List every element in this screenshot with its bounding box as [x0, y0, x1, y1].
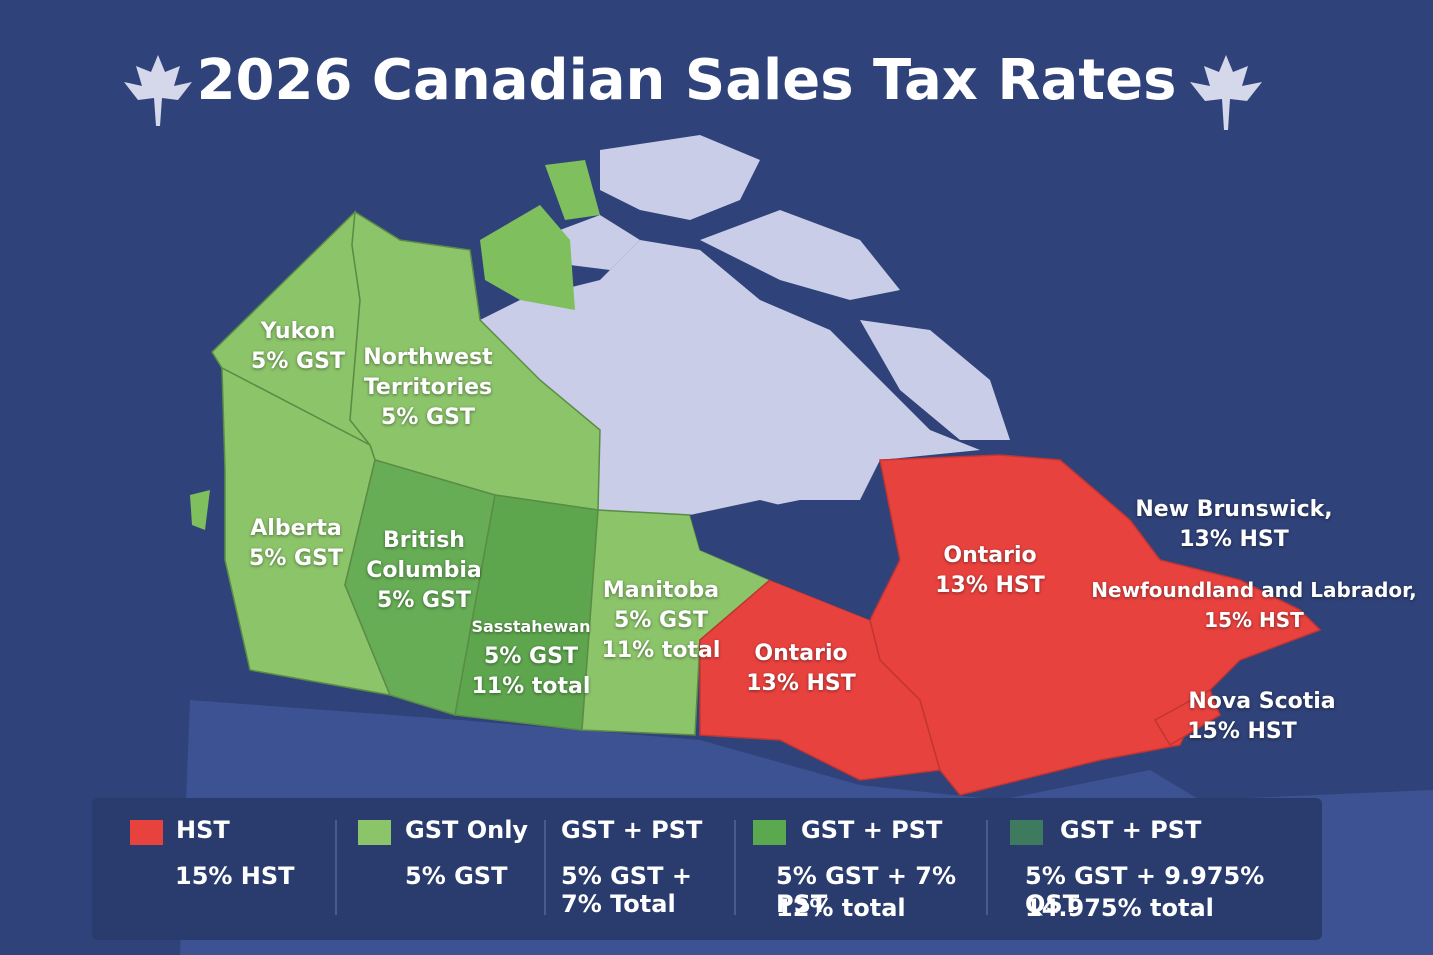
region-name: Yukon	[260, 319, 336, 344]
region-name: Sasstahewan	[471, 617, 591, 636]
region-label: Nova Scotia 15% HST	[1187, 687, 1337, 747]
region-tax: 5% GST	[377, 588, 471, 613]
legend-swatch	[753, 820, 786, 845]
legend-dividers	[335, 820, 988, 915]
legend-swatch	[358, 820, 391, 845]
region-tax: 5% GST	[381, 405, 475, 430]
region-name: New Brunswick,	[1135, 497, 1333, 522]
legend-rate: 5% GST + 7% Total	[561, 862, 692, 918]
legend-swatch	[1010, 820, 1043, 845]
region-tax: 5% GST	[484, 644, 578, 669]
legend-title: GST + PST	[801, 816, 943, 844]
region-name: Northwest Territories	[363, 345, 493, 400]
maple-leaves	[124, 55, 1262, 130]
region-tax: 15% HST	[1204, 608, 1304, 632]
region-label: Yukon 5% GST	[251, 317, 345, 377]
region-label: Manitoba 5% GST 11% total	[602, 576, 721, 666]
region-name: Manitoba	[602, 578, 720, 603]
region-total: 11% total	[471, 674, 591, 699]
legend-total: 14.975% total	[1025, 894, 1214, 922]
region-label: Ontario 13% HST	[935, 541, 1045, 601]
region-tax: 5% GST	[249, 546, 343, 571]
region-tax: 5% GST	[614, 608, 708, 633]
region-name: Nova Scotia	[1188, 689, 1336, 714]
region-label: New Brunswick, 13% HST	[1135, 495, 1332, 555]
region-tax: 13% HST	[935, 573, 1045, 598]
region-name: Newfoundland and Labrador,	[1091, 578, 1417, 602]
region-tax: 15% HST	[1187, 719, 1297, 744]
region-tax: 13% HST	[1179, 527, 1289, 552]
legend-title: HST	[176, 816, 230, 844]
legend-rate: 5% GST	[405, 862, 508, 890]
hudson-bay	[690, 500, 880, 620]
region-label: Newfoundland and Labrador, 15% HST	[1091, 575, 1416, 635]
region-name: Ontario	[754, 641, 848, 666]
region-tax: 13% HST	[746, 671, 856, 696]
region-tax: 5% GST	[251, 349, 345, 374]
legend-swatch	[130, 820, 163, 845]
legend-title: GST + PST	[1060, 816, 1202, 844]
legend-total: 12% total	[776, 894, 906, 922]
legend-title: GST + PST	[561, 816, 703, 844]
region-name: Alberta	[250, 516, 342, 541]
region-label: Alberta 5% GST	[249, 514, 343, 574]
legend-rate: 5% GST + 7% PST	[776, 862, 957, 918]
region-label: Northwest Territories 5% GST	[358, 343, 498, 433]
arctic-islands	[480, 135, 1010, 520]
region-label: Sasstahewan 5% GST 11% total	[471, 612, 590, 702]
legend-rate: 15% HST	[175, 862, 295, 890]
title: 2026 Canadian Sales Tax Rates	[196, 48, 1177, 113]
greenland-islands	[190, 160, 600, 530]
region-label: Ontario 13% HST	[746, 639, 856, 699]
region-label: British Columbia 5% GST	[364, 526, 484, 616]
region-name: Ontario	[943, 543, 1037, 568]
region-total: 11% total	[601, 638, 721, 663]
legend-rate: 5% GST + 9.975% QST	[1025, 862, 1265, 918]
region-name: British Columbia	[366, 528, 482, 583]
provinces	[211, 210, 772, 736]
legend-title: GST Only	[405, 816, 529, 844]
